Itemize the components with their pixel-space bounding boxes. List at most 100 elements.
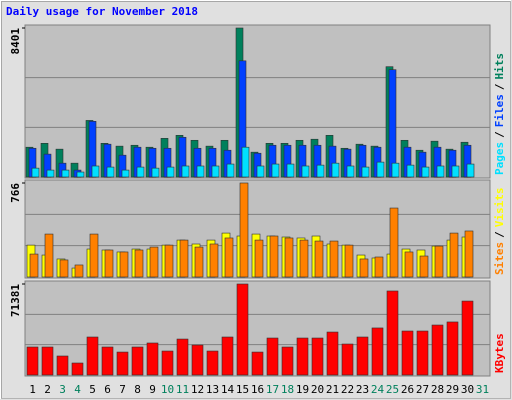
x-tick-label: 28	[431, 383, 444, 396]
bar	[91, 165, 100, 178]
bar	[301, 165, 310, 178]
bar	[26, 346, 39, 376]
x-tick-label: 11	[176, 383, 189, 396]
bar	[436, 165, 445, 178]
bar	[211, 165, 220, 178]
bar	[271, 163, 280, 178]
bar	[286, 163, 295, 178]
bar	[449, 232, 459, 278]
x-tick-label: 27	[416, 383, 429, 396]
x-tick-label: 18	[281, 383, 294, 396]
bar	[386, 290, 399, 376]
bar	[431, 324, 444, 376]
legend-entry: Hits	[493, 53, 506, 80]
x-tick-label: 2	[44, 383, 51, 396]
bar	[106, 166, 115, 178]
x-tick-label: 22	[341, 383, 354, 396]
x-tick-label: 12	[191, 383, 204, 396]
bar	[451, 165, 460, 178]
bar	[446, 321, 459, 376]
bar	[376, 161, 385, 178]
bar	[266, 337, 279, 376]
bar	[166, 166, 175, 178]
x-tick-label: 23	[356, 383, 369, 396]
legend-entry: KBytes	[493, 333, 506, 373]
bar	[101, 346, 114, 376]
bar	[226, 163, 235, 178]
x-tick-label: 10	[161, 383, 174, 396]
bar	[314, 240, 324, 278]
x-tick-label: 21	[326, 383, 339, 396]
bar	[209, 243, 219, 278]
bar	[56, 355, 69, 376]
bar	[269, 235, 279, 278]
x-tick-label: 8	[134, 383, 141, 396]
bar	[206, 350, 219, 376]
bar	[391, 162, 400, 178]
bar	[89, 233, 99, 278]
chart-title: Daily usage for November 2018	[6, 5, 198, 18]
x-tick-label: 13	[206, 383, 219, 396]
bar	[296, 337, 309, 376]
x-tick-label: 29	[446, 383, 459, 396]
bar	[461, 300, 474, 376]
x-tick-label: 9	[149, 383, 156, 396]
bar	[421, 166, 430, 178]
bar	[236, 283, 249, 376]
x-tick-label: 31	[476, 383, 489, 396]
bar	[151, 167, 160, 178]
bar	[329, 240, 339, 278]
x-tick-label: 24	[371, 383, 385, 396]
bar	[374, 256, 384, 278]
bar	[44, 233, 54, 278]
x-tick-label: 4	[74, 383, 81, 396]
bar	[404, 251, 414, 278]
legend-entry: Sites	[493, 242, 506, 275]
legend: Pages / Files / Hits	[493, 53, 506, 175]
legend-separator: /	[493, 131, 506, 138]
legend-entry: Files	[493, 94, 506, 127]
bar	[356, 336, 369, 376]
x-tick-label: 6	[104, 383, 111, 396]
bar	[331, 162, 340, 178]
bar	[59, 259, 69, 278]
y-tick-label: 71381	[9, 284, 22, 317]
bar	[76, 171, 85, 178]
x-tick-label: 1	[29, 383, 36, 396]
bar	[149, 246, 159, 278]
bar	[176, 338, 189, 376]
x-tick-label: 30	[461, 383, 474, 396]
bar	[256, 165, 265, 178]
bar	[371, 327, 384, 376]
bar	[161, 350, 174, 376]
bar	[41, 346, 54, 376]
bar	[316, 164, 325, 178]
y-tick-label: 8401	[9, 28, 22, 55]
bar	[419, 255, 429, 278]
bar	[61, 169, 70, 178]
bar	[179, 239, 189, 278]
bar	[31, 167, 40, 178]
legend-entry: Pages	[493, 142, 506, 175]
x-tick-label: 25	[386, 383, 399, 396]
bar	[406, 164, 415, 178]
bar	[181, 165, 190, 178]
x-tick-label: 19	[296, 383, 309, 396]
bar	[241, 146, 250, 178]
bar	[121, 169, 130, 178]
x-tick-label: 7	[119, 383, 126, 396]
x-tick-label: 14	[221, 383, 235, 396]
bar	[46, 169, 55, 178]
bar	[224, 237, 234, 278]
bar	[401, 330, 414, 376]
bar	[119, 251, 129, 278]
bar	[251, 351, 264, 376]
bar	[136, 166, 145, 178]
bar	[146, 342, 159, 376]
bar	[131, 346, 144, 376]
bar	[116, 351, 129, 376]
x-tick-label: 3	[59, 383, 66, 396]
